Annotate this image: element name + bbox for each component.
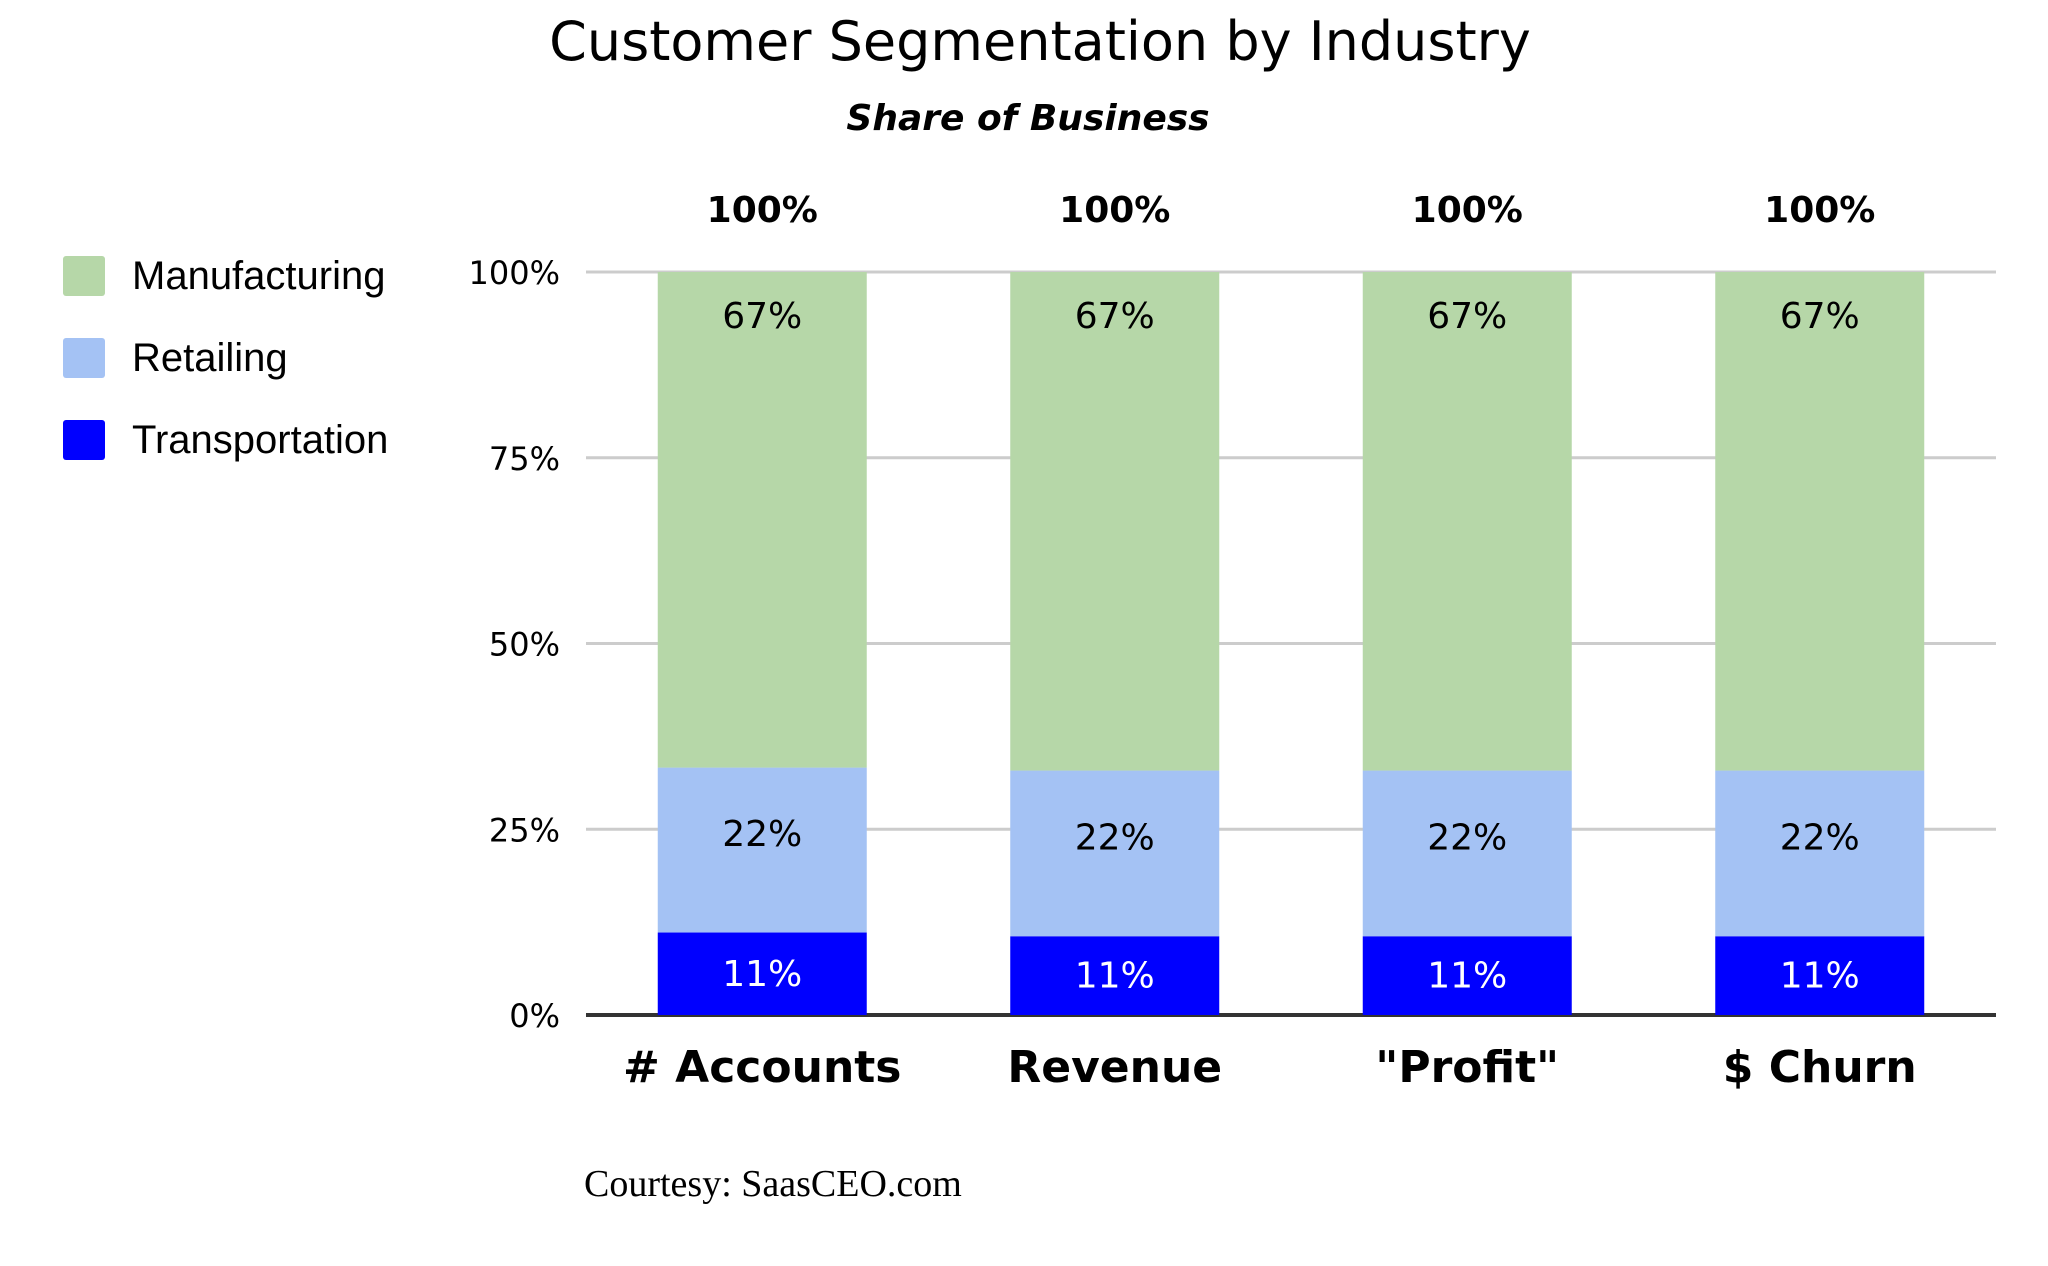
bar-segment-retailing — [657, 767, 867, 933]
chart-title: Customer Segmentation by Industry — [549, 10, 1531, 73]
legend-label: Transportation — [132, 418, 388, 462]
bar-segment-retailing — [1362, 770, 1572, 937]
total-label: 100% — [707, 190, 818, 231]
y-tick-label: 50% — [489, 626, 560, 664]
total-label: 100% — [1412, 190, 1523, 231]
bar-segment-retailing — [1010, 770, 1220, 937]
x-category-label: Revenue — [1007, 1042, 1222, 1093]
data-label: 11% — [1427, 956, 1507, 997]
bar-segment-manufacturing — [657, 272, 867, 768]
data-label: 67% — [1427, 296, 1507, 337]
data-label: 22% — [722, 814, 802, 855]
legend-swatch-transportation — [63, 420, 105, 460]
x-category-label: $ Churn — [1723, 1042, 1917, 1093]
x-category-label: "Profit" — [1375, 1042, 1559, 1093]
data-label: 11% — [1780, 956, 1860, 997]
total-label: 100% — [1764, 190, 1875, 231]
bar-segment-transportation — [1362, 936, 1572, 1015]
y-tick-label: 75% — [489, 440, 560, 478]
total-label: 100% — [1059, 190, 1170, 231]
data-label: 67% — [1780, 296, 1860, 337]
legend-label: Manufacturing — [132, 254, 385, 298]
data-label: 11% — [722, 954, 802, 995]
bar-segment-retailing — [1715, 770, 1925, 937]
legend-swatch-manufacturing — [63, 256, 105, 296]
legend-label: Retailing — [132, 336, 288, 380]
chart-subtitle: Share of Business — [846, 98, 1209, 139]
data-label: 22% — [1780, 817, 1860, 858]
y-tick-label: 0% — [509, 997, 560, 1035]
data-label: 11% — [1075, 956, 1155, 997]
legend-swatch-retailing — [63, 338, 105, 378]
bar-segment-manufacturing — [1362, 272, 1572, 771]
footer-credit: Courtesy: SaasCEO.com — [584, 1163, 962, 1205]
y-tick-label: 100% — [469, 254, 560, 292]
bar-segment-transportation — [657, 932, 867, 1015]
bar-segment-manufacturing — [1715, 272, 1925, 771]
data-label: 67% — [1075, 296, 1155, 337]
bar-segment-transportation — [1010, 936, 1220, 1015]
data-label: 22% — [1427, 817, 1507, 858]
x-category-label: # Accounts — [623, 1042, 902, 1093]
bar-segment-transportation — [1715, 936, 1925, 1015]
data-label: 67% — [722, 296, 802, 337]
bar-segment-manufacturing — [1010, 272, 1220, 771]
y-tick-label: 25% — [489, 811, 560, 849]
data-label: 22% — [1075, 817, 1155, 858]
